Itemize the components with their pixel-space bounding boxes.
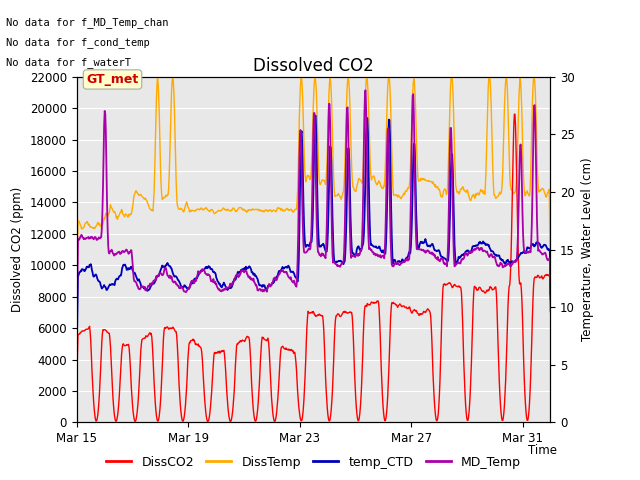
Title: Dissolved CO2: Dissolved CO2: [253, 57, 374, 75]
Text: No data for f_waterT: No data for f_waterT: [6, 57, 131, 68]
Legend: DissCO2, DissTemp, temp_CTD, MD_Temp: DissCO2, DissTemp, temp_CTD, MD_Temp: [101, 451, 526, 474]
Y-axis label: Temperature, Water Level (cm): Temperature, Water Level (cm): [580, 158, 593, 341]
Text: No data for f_MD_Temp_chan: No data for f_MD_Temp_chan: [6, 17, 169, 28]
Y-axis label: Dissolved CO2 (ppm): Dissolved CO2 (ppm): [12, 187, 24, 312]
Text: GT_met: GT_met: [86, 73, 139, 86]
Text: No data for f_cond_temp: No data for f_cond_temp: [6, 37, 150, 48]
Text: Time: Time: [528, 444, 557, 457]
